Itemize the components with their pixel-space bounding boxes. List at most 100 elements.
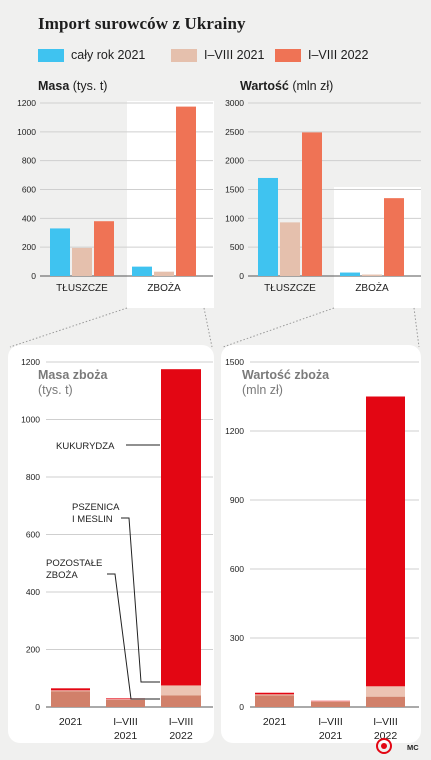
stacked-bar-segment xyxy=(366,396,405,687)
chart-title-main: Wartość zboża xyxy=(242,368,330,382)
bar xyxy=(176,106,196,277)
y-tick-label: 2000 xyxy=(225,156,244,166)
annotation-label: KUKURYDZA xyxy=(56,441,115,452)
legend-swatch xyxy=(171,48,197,62)
y-tick-label: 1000 xyxy=(21,415,40,425)
chart-title: Masa zboża xyxy=(38,368,109,382)
legend-label: cały rok 2021 xyxy=(71,48,146,62)
y-tick-label: 3000 xyxy=(225,98,244,108)
chart-unit: (tys. t) xyxy=(69,79,107,93)
category-label: 2021 xyxy=(114,730,138,742)
chart-unit: (mln zł) xyxy=(242,383,283,397)
annotation-label: PSZENICA xyxy=(72,502,120,513)
annotation-label: POZOSTAŁE xyxy=(46,558,102,569)
bar xyxy=(50,228,70,276)
y-tick-label: 200 xyxy=(26,645,40,655)
bar xyxy=(384,198,404,276)
category-label: I–VIII xyxy=(373,716,398,728)
y-tick-label: 0 xyxy=(239,271,244,281)
annotation-leader xyxy=(107,573,160,700)
category-label: 2022 xyxy=(169,730,193,742)
stacked-bar-segment xyxy=(311,701,350,707)
legend-swatch xyxy=(38,48,64,62)
y-tick-label: 800 xyxy=(26,472,40,482)
legend-label: I–VIII 2021 xyxy=(204,48,265,62)
chart-title-main: Wartość xyxy=(240,79,289,93)
bar xyxy=(94,221,114,276)
annotation-label: ZBOŻA xyxy=(46,570,78,581)
connector-line xyxy=(203,307,213,348)
y-tick-label: 1500 xyxy=(225,185,244,195)
y-tick-label: 400 xyxy=(26,587,40,597)
category-label: 2021 xyxy=(263,716,287,728)
y-tick-label: 0 xyxy=(31,271,36,281)
legend-item: I–VIII 2021 xyxy=(171,48,264,62)
y-tick-label: 1200 xyxy=(17,98,36,108)
bar xyxy=(340,272,360,276)
y-tick-label: 0 xyxy=(35,702,40,712)
chart-title: Wartość zboża xyxy=(242,368,330,382)
category-label: I–VIII xyxy=(318,716,343,728)
bar xyxy=(258,177,278,276)
author-credit: MC xyxy=(407,743,419,752)
bar xyxy=(72,247,92,276)
category-label: I–VIII xyxy=(169,716,194,728)
stacked-bar-segment xyxy=(51,691,90,707)
stacked-bar-segment xyxy=(161,369,201,686)
y-tick-label: 600 xyxy=(230,564,244,574)
stacked-bar-segment xyxy=(106,698,145,700)
legend-item: cały rok 2021 xyxy=(38,48,145,62)
page-title: Import surowców z Ukrainy xyxy=(38,14,246,33)
bar xyxy=(280,222,300,276)
stacked-bar-segment xyxy=(106,699,145,707)
chart-title-main: Masa xyxy=(38,79,70,93)
category-label: TŁUSZCZE xyxy=(56,283,108,294)
y-tick-label: 600 xyxy=(26,530,40,540)
stacked-bar-segment xyxy=(366,686,405,697)
y-tick-label: 0 xyxy=(239,702,244,712)
y-tick-label: 1500 xyxy=(225,357,244,367)
category-label: 2021 xyxy=(59,716,83,728)
stacked-bar-segment xyxy=(255,695,294,707)
y-tick-label: 2500 xyxy=(225,127,244,137)
y-tick-label: 500 xyxy=(230,242,244,252)
legend-label: I–VIII 2022 xyxy=(308,48,369,62)
stacked-bar-segment xyxy=(51,690,90,692)
legend-swatch xyxy=(275,48,301,62)
chart-title: Masa (tys. t) xyxy=(38,79,107,93)
bar xyxy=(362,274,382,276)
y-tick-label: 1000 xyxy=(17,127,36,137)
category-label: TŁUSZCZE xyxy=(264,283,316,294)
y-tick-label: 800 xyxy=(22,156,36,166)
chart-title: Wartość (mln zł) xyxy=(240,79,333,93)
chart-unit: (tys. t) xyxy=(38,383,73,397)
stacked-bar-segment xyxy=(255,692,294,695)
stacked-bar-segment xyxy=(51,688,90,691)
connector-line xyxy=(222,307,335,348)
y-tick-label: 300 xyxy=(230,633,244,643)
category-label: I–VIII xyxy=(113,716,138,728)
y-tick-label: 1200 xyxy=(225,426,244,436)
bar xyxy=(132,266,152,276)
y-tick-label: 200 xyxy=(22,242,36,252)
category-label: ZBOŻA xyxy=(147,281,181,294)
y-tick-label: 900 xyxy=(230,495,244,505)
bar xyxy=(154,271,174,276)
chart-unit: (mln zł) xyxy=(289,79,333,93)
connector-line xyxy=(413,307,420,348)
chart-title-main: Masa zboża xyxy=(38,368,109,382)
stacked-bar-segment xyxy=(255,694,294,696)
legend-item: I–VIII 2022 xyxy=(275,48,368,62)
y-tick-label: 1000 xyxy=(225,213,244,223)
category-label: ZBOŻA xyxy=(355,281,389,294)
bar xyxy=(302,132,322,276)
pap-logo-icon xyxy=(376,738,392,754)
annotation-label: I MESLIN xyxy=(72,514,113,525)
connector-line xyxy=(9,307,128,348)
legend: cały rok 2021 I–VIII 2021 I–VIII 2022 xyxy=(38,48,421,68)
stacked-bar-segment xyxy=(161,685,201,696)
stacked-bar-segment xyxy=(106,699,145,700)
y-tick-label: 400 xyxy=(22,213,36,223)
category-label: 2021 xyxy=(319,730,343,742)
